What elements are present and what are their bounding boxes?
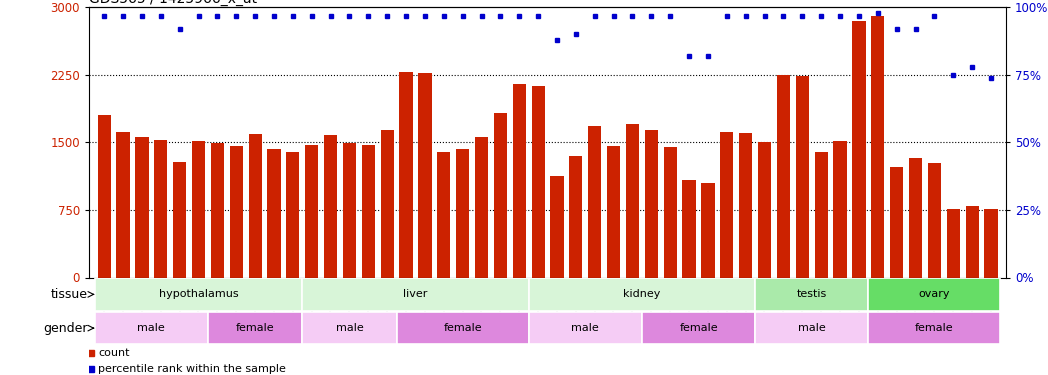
- Bar: [756, 312, 869, 344]
- Text: percentile rank within the sample: percentile rank within the sample: [99, 364, 286, 374]
- Bar: [475, 137, 488, 278]
- Bar: [642, 312, 756, 344]
- Text: male: male: [335, 323, 364, 333]
- Bar: [869, 312, 1001, 344]
- Bar: [94, 278, 302, 310]
- Bar: [211, 143, 224, 278]
- Bar: [302, 312, 396, 344]
- Bar: [814, 152, 828, 278]
- Bar: [946, 209, 960, 278]
- Bar: [890, 167, 903, 278]
- Text: tissue: tissue: [51, 288, 88, 301]
- Text: female: female: [443, 323, 482, 333]
- Bar: [607, 146, 620, 278]
- Text: male: male: [571, 323, 599, 333]
- Bar: [380, 130, 394, 278]
- Bar: [362, 145, 375, 278]
- Bar: [720, 132, 734, 278]
- Bar: [305, 145, 319, 278]
- Bar: [230, 146, 243, 278]
- Bar: [494, 113, 507, 278]
- Bar: [909, 158, 922, 278]
- Text: count: count: [99, 348, 130, 357]
- Bar: [739, 134, 752, 278]
- Bar: [154, 140, 168, 278]
- Bar: [399, 72, 413, 278]
- Bar: [512, 84, 526, 278]
- Bar: [528, 278, 756, 310]
- Bar: [396, 312, 528, 344]
- Bar: [927, 163, 941, 278]
- Bar: [682, 180, 696, 278]
- Bar: [588, 126, 602, 278]
- Bar: [871, 16, 885, 278]
- Bar: [777, 75, 790, 278]
- Bar: [135, 137, 149, 278]
- Bar: [192, 141, 205, 278]
- Bar: [528, 312, 642, 344]
- Text: female: female: [679, 323, 718, 333]
- Bar: [173, 162, 187, 278]
- Bar: [286, 152, 300, 278]
- Text: kidney: kidney: [624, 290, 660, 299]
- Bar: [550, 176, 564, 278]
- Bar: [248, 134, 262, 278]
- Text: gender: gender: [44, 322, 88, 334]
- Text: GDS565 / 1425966_x_at: GDS565 / 1425966_x_at: [89, 0, 257, 6]
- Bar: [701, 183, 715, 278]
- Bar: [756, 278, 869, 310]
- Bar: [116, 132, 130, 278]
- Text: testis: testis: [796, 290, 827, 299]
- Bar: [94, 312, 208, 344]
- Bar: [456, 149, 470, 278]
- Bar: [267, 149, 281, 278]
- Bar: [758, 142, 771, 278]
- Bar: [645, 130, 658, 278]
- Bar: [795, 76, 809, 278]
- Text: female: female: [236, 323, 275, 333]
- Text: female: female: [915, 323, 954, 333]
- Bar: [437, 152, 451, 278]
- Bar: [343, 143, 356, 278]
- Bar: [984, 209, 998, 278]
- Bar: [852, 21, 866, 278]
- Bar: [97, 116, 111, 278]
- Text: ovary: ovary: [919, 290, 951, 299]
- Text: hypothalamus: hypothalamus: [158, 290, 238, 299]
- Bar: [531, 86, 545, 278]
- Bar: [324, 135, 337, 278]
- Bar: [965, 206, 979, 278]
- Bar: [869, 278, 1001, 310]
- Text: liver: liver: [403, 290, 428, 299]
- Bar: [626, 124, 639, 278]
- Bar: [208, 312, 302, 344]
- Text: male: male: [137, 323, 166, 333]
- Bar: [663, 147, 677, 278]
- Bar: [833, 141, 847, 278]
- Bar: [418, 73, 432, 278]
- Bar: [569, 156, 583, 278]
- Text: male: male: [798, 323, 826, 333]
- Bar: [302, 278, 528, 310]
